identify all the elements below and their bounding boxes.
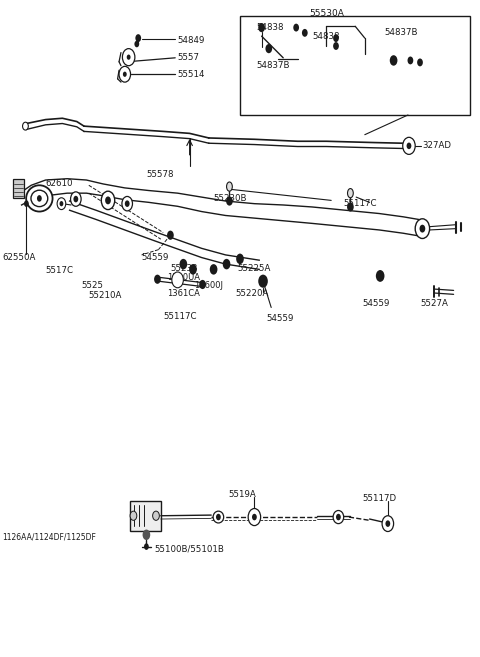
Ellipse shape: [26, 185, 53, 212]
Circle shape: [153, 511, 159, 520]
Text: 1361CA: 1361CA: [167, 288, 200, 298]
Text: 5525: 5525: [82, 281, 104, 290]
Text: 55578: 55578: [146, 170, 174, 179]
Text: 54838: 54838: [257, 23, 284, 32]
Circle shape: [123, 72, 127, 77]
Circle shape: [135, 34, 141, 42]
Text: 55210A: 55210A: [89, 291, 122, 300]
Circle shape: [60, 201, 63, 206]
Text: 55117D: 55117D: [362, 493, 396, 503]
Circle shape: [226, 196, 233, 206]
Text: 55230B: 55230B: [214, 194, 247, 203]
Circle shape: [408, 57, 413, 64]
Circle shape: [23, 122, 28, 130]
Circle shape: [248, 509, 261, 526]
Circle shape: [347, 202, 354, 212]
Circle shape: [258, 23, 265, 32]
Circle shape: [223, 259, 230, 269]
Text: 55514: 55514: [178, 70, 205, 79]
Ellipse shape: [348, 189, 353, 198]
Circle shape: [385, 520, 390, 527]
Text: 1126AA/1124DF/1125DF: 1126AA/1124DF/1125DF: [2, 533, 96, 542]
Circle shape: [376, 270, 384, 282]
Circle shape: [119, 66, 131, 82]
Bar: [130, 501, 161, 531]
Text: 5519A: 5519A: [228, 489, 256, 499]
Circle shape: [134, 41, 139, 47]
Circle shape: [130, 511, 137, 520]
Circle shape: [258, 275, 268, 288]
Circle shape: [420, 225, 425, 233]
Text: 54837B: 54837B: [257, 61, 290, 70]
Text: 54559: 54559: [266, 314, 294, 323]
Circle shape: [265, 44, 272, 53]
Circle shape: [122, 49, 135, 66]
Circle shape: [127, 55, 131, 60]
Circle shape: [57, 198, 66, 210]
Circle shape: [293, 24, 299, 32]
Circle shape: [210, 264, 217, 275]
Text: 55530A: 55530A: [309, 9, 344, 18]
Circle shape: [73, 196, 78, 202]
Circle shape: [302, 29, 308, 37]
Circle shape: [390, 55, 397, 66]
Ellipse shape: [213, 511, 224, 523]
Circle shape: [252, 514, 257, 520]
Text: 13600J: 13600J: [194, 281, 223, 290]
Ellipse shape: [227, 182, 232, 191]
Text: 54838: 54838: [312, 32, 339, 41]
Text: 5557: 5557: [178, 53, 200, 62]
Text: 55220A: 55220A: [235, 288, 269, 298]
Text: 5527A: 5527A: [420, 299, 448, 308]
Text: 54837B: 54837B: [384, 28, 418, 37]
Ellipse shape: [71, 192, 81, 206]
Text: 54559: 54559: [142, 253, 169, 262]
Circle shape: [236, 254, 244, 264]
Circle shape: [403, 137, 415, 154]
Circle shape: [105, 196, 111, 204]
Text: 5517C: 5517C: [46, 266, 73, 275]
Ellipse shape: [333, 510, 344, 524]
Circle shape: [154, 275, 161, 284]
Circle shape: [216, 514, 221, 520]
Circle shape: [167, 231, 174, 240]
Circle shape: [333, 42, 339, 50]
Text: 55100B/55101B: 55100B/55101B: [155, 544, 225, 553]
Text: 54849: 54849: [178, 36, 205, 45]
Circle shape: [37, 195, 42, 202]
Circle shape: [382, 516, 394, 532]
Text: 54559: 54559: [362, 299, 390, 308]
Text: 55233: 55233: [170, 263, 198, 273]
Text: 55117C: 55117C: [343, 199, 377, 208]
Circle shape: [189, 264, 197, 275]
Circle shape: [336, 514, 341, 520]
Circle shape: [333, 34, 339, 42]
Bar: [240, 16, 470, 115]
Circle shape: [125, 200, 130, 207]
Circle shape: [144, 543, 149, 550]
Circle shape: [24, 200, 29, 207]
Text: 1310UA: 1310UA: [167, 273, 200, 282]
Circle shape: [407, 143, 411, 149]
Circle shape: [415, 219, 430, 238]
Text: 55225A: 55225A: [238, 263, 271, 273]
Circle shape: [143, 530, 150, 540]
Circle shape: [172, 272, 183, 288]
Circle shape: [180, 259, 187, 269]
Text: 327AD: 327AD: [422, 141, 451, 150]
Text: 62550A: 62550A: [2, 253, 36, 262]
Ellipse shape: [122, 196, 132, 211]
Ellipse shape: [101, 191, 115, 210]
Circle shape: [417, 58, 423, 66]
Text: 62610: 62610: [46, 179, 73, 189]
Bar: [13, 179, 24, 198]
Ellipse shape: [31, 191, 48, 207]
Circle shape: [199, 280, 206, 289]
Text: 55117C: 55117C: [163, 312, 197, 321]
